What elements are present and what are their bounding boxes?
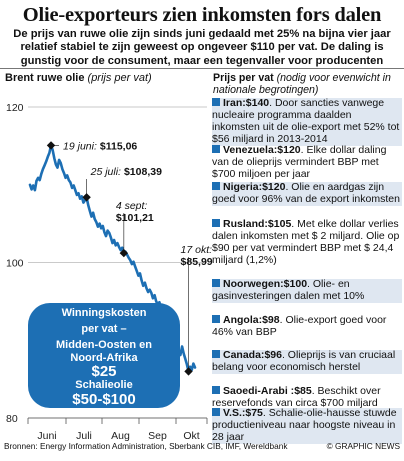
price-item-text: . Elke dollar daling van de olieprijs ve… — [212, 144, 387, 180]
price-item-price: $100 — [283, 278, 308, 290]
y-tick-label: 100 — [6, 258, 24, 270]
price-item-country: Rusland: — [223, 218, 268, 230]
cost-box-mena-value: $25 — [91, 362, 117, 380]
price-item-country: V.S.: — [223, 407, 246, 419]
square-bullet-icon — [212, 182, 220, 190]
cost-box-shale-label: Schalieolie — [75, 378, 133, 391]
price-item: Saoedi-Arabi :$85. Beschikt over reserve… — [212, 385, 402, 410]
breakeven-prices-header: Prijs per vat (nodig voor evenwicht in n… — [213, 72, 401, 97]
price-item-text: . Olie- en gasinvesteringen dalen met 10… — [212, 278, 365, 302]
annotation-value: $85,99 — [181, 256, 213, 268]
square-bullet-icon — [212, 350, 220, 358]
x-tick-label: Juni — [37, 430, 56, 442]
annotation-value: $115,06 — [100, 140, 138, 152]
x-tick-label: Aug — [111, 430, 130, 442]
cost-box-line-3: Midden-Oosten en — [56, 339, 152, 352]
chart-title-unit: (prijs per vat) — [87, 72, 152, 84]
annotation-value: $108,39 — [124, 166, 162, 178]
price-item-country: Venezuela: — [223, 144, 278, 156]
x-tick-label: Sep — [148, 430, 167, 442]
annotation-date: 25 juli: — [90, 166, 121, 178]
header-divider — [0, 68, 404, 69]
annotation-date: 4 sept: — [116, 200, 148, 212]
y-tick-label: 120 — [6, 102, 24, 114]
chart-title-main: Brent ruwe olie — [5, 72, 85, 84]
square-bullet-icon — [212, 145, 220, 153]
price-item: Rusland:$105. Met elke dollar verlies da… — [212, 218, 402, 267]
price-item-country: Saoedi-Arabi : — [223, 385, 295, 397]
x-tick-label: Juli — [76, 430, 92, 442]
chart-axes: 120 100 80 Juni Juli Aug Sep Okt — [6, 102, 208, 442]
annotation-value: $101,21 — [116, 212, 154, 224]
y-tick-label: 80 — [6, 413, 18, 425]
cost-box-line-1: Winningskosten — [61, 307, 147, 319]
x-tick-label: Okt — [183, 430, 199, 442]
page-title: Olie-exporteurs zien inkomsten fors dale… — [22, 4, 382, 26]
annotation-label: 19 juni: $115,06 — [63, 140, 137, 152]
annotation-marker — [119, 248, 129, 258]
price-item-text: . Met elke dollar verlies dalen inkomste… — [212, 218, 400, 266]
square-bullet-icon — [212, 219, 220, 227]
annotation-label: 17 okt: $85,99 — [181, 244, 213, 268]
cost-box-shale-value: $50-$100 — [72, 390, 136, 408]
breakeven-prices-note: (nodig voor evenwicht in nationale begro… — [213, 72, 391, 97]
annotation-label: 4 sept: $101,21 — [116, 200, 154, 224]
price-item: V.S.:$75. Schalie-olie-hausse stuwde pro… — [212, 407, 402, 444]
square-bullet-icon — [212, 315, 220, 323]
breakeven-prices-title: Prijs per vat — [213, 72, 274, 84]
price-item: Noorwegen:$100. Olie- en gasinvesteringe… — [212, 278, 402, 303]
price-item-text: . Olie en aardgas zijn goed voor 96% van… — [212, 181, 400, 205]
cost-box-line-4: Noord-Afrika — [70, 351, 138, 364]
price-item-price: $105 — [267, 218, 292, 230]
square-bullet-icon — [212, 386, 220, 394]
price-item-text: . Olieprijs is van cruciaal belang voor … — [212, 349, 396, 373]
price-item-country: Angola: — [223, 314, 263, 326]
price-item-country: Canada: — [223, 349, 265, 361]
price-item-price: $98 — [262, 314, 280, 326]
annotation-marker — [46, 141, 56, 150]
production-cost-box: Winningskosten per vat – Midden-Oosten e… — [28, 303, 180, 408]
chart-title: Brent ruwe olie (prijs per vat) — [5, 72, 152, 84]
square-bullet-icon — [212, 279, 220, 287]
price-item: Iran:$140. Door sancties vanwege nucleai… — [212, 97, 402, 146]
price-item-price: $120 — [262, 181, 286, 193]
annotation-date: 17 okt: — [181, 244, 213, 256]
price-item-price: $85 — [294, 385, 312, 397]
square-bullet-icon — [212, 408, 220, 416]
price-item-country: Iran: — [223, 97, 246, 109]
annotation-marker — [82, 193, 91, 202]
square-bullet-icon — [212, 98, 220, 106]
price-item-text: . Door sancties vanwege nucleaire progra… — [212, 97, 400, 145]
price-item-price: $96 — [264, 349, 282, 361]
annotation-date: 19 juni: — [63, 140, 97, 152]
price-item: Canada:$96. Olieprijs is van cruciaal be… — [212, 349, 402, 374]
credit-line: © GRAPHIC NEWS — [326, 441, 400, 451]
price-item-price: $120 — [277, 144, 301, 156]
price-item-price: $140 — [245, 97, 270, 109]
annotation-label: 25 juli: $108,39 — [90, 166, 162, 178]
price-item: Venezuela:$120. Elke dollar daling van d… — [212, 144, 402, 181]
price-item-text: . Olie-export goed voor 46% van BBP — [212, 314, 387, 338]
annotation-marker — [184, 367, 193, 376]
price-item: Nigeria:$120. Olie en aardgas zijn goed … — [212, 181, 402, 206]
page-subtitle: De prijs van ruwe olie zijn sinds juni g… — [13, 28, 391, 67]
price-item-country: Noorwegen: — [223, 278, 284, 290]
price-item-text: . Schalie-olie-hausse stuwde productieni… — [212, 407, 397, 443]
price-item: Angola:$98. Olie-export goed voor 46% va… — [212, 314, 402, 339]
price-item-text: . Beschikt over reservefonds van circa $… — [212, 385, 381, 409]
price-item-price: $75 — [245, 407, 263, 419]
sources-note: Bronnen: Energy Information Administrati… — [4, 441, 288, 451]
cost-box-line-2: per vat – — [81, 323, 127, 336]
price-item-country: Nigeria: — [223, 181, 263, 193]
